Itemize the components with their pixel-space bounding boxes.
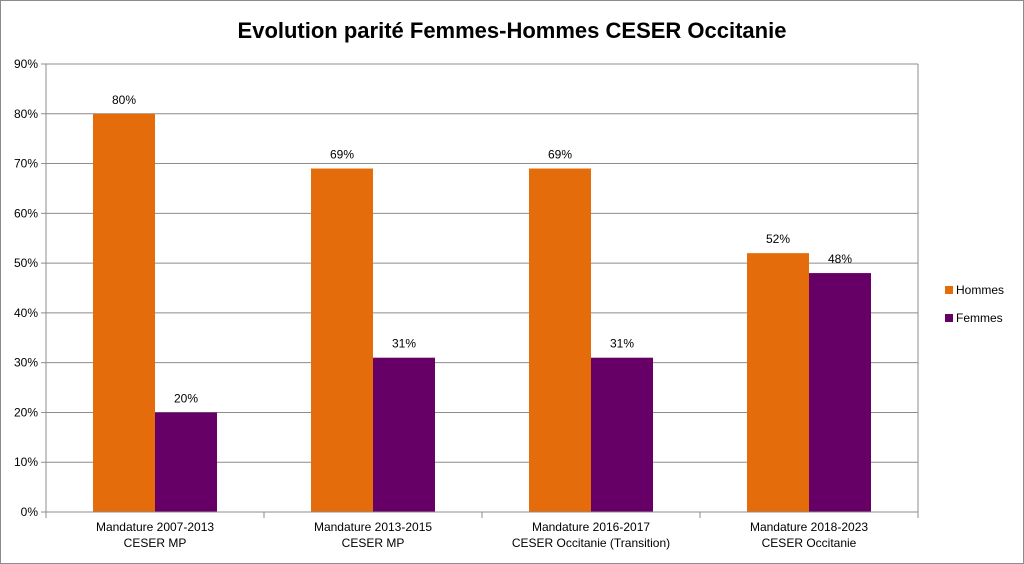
x-category-label: CESER Occitanie (Transition) xyxy=(512,536,670,550)
data-label-hommes-2: 69% xyxy=(330,148,354,162)
legend-swatch-femmes xyxy=(945,314,953,322)
x-category-label: CESER MP xyxy=(342,536,405,550)
bar-hommes-3 xyxy=(529,168,591,513)
data-label-femmes-1: 20% xyxy=(174,391,198,405)
legend-item-femmes: Femmes xyxy=(945,311,1004,325)
bar-femmes-3 xyxy=(591,357,653,512)
bar-hommes-2 xyxy=(311,168,373,513)
legend-item-hommes: Hommes xyxy=(945,283,1004,297)
y-tick-label: 70% xyxy=(14,157,38,171)
y-tick-label: 30% xyxy=(14,356,38,370)
legend: Hommes Femmes xyxy=(945,283,1004,339)
bar-femmes-4 xyxy=(809,273,871,512)
y-tick-label: 60% xyxy=(14,206,38,220)
legend-swatch-hommes xyxy=(945,286,953,294)
chart-title: Evolution parité Femmes-Hommes CESER Occ… xyxy=(237,18,787,43)
y-tick-label: 0% xyxy=(21,505,39,519)
data-label-femmes-2: 31% xyxy=(392,337,416,351)
data-label-femmes-3: 31% xyxy=(610,337,634,351)
x-category-label: Mandature 2016-2017 xyxy=(532,520,650,534)
data-label-hommes-4: 52% xyxy=(766,232,790,246)
legend-label-femmes: Femmes xyxy=(956,311,1003,325)
bar-femmes-1 xyxy=(155,412,217,512)
y-tick-label: 90% xyxy=(14,57,38,71)
x-category-label: Mandature 2013-2015 xyxy=(314,520,432,534)
legend-label-hommes: Hommes xyxy=(956,283,1005,297)
x-axis-labels: Mandature 2007-2013 CESER MP Mandature 201… xyxy=(46,511,918,550)
data-labels: 80% 20% 69% 31% 69% 31% 52% 48% xyxy=(112,93,852,406)
bar-hommes-4 xyxy=(747,253,809,512)
bars xyxy=(93,113,871,513)
bar-hommes-1 xyxy=(93,113,155,513)
x-category-label: Mandature 2007-2013 xyxy=(96,520,214,534)
y-tick-label: 10% xyxy=(14,455,38,469)
bar-femmes-2 xyxy=(373,357,435,512)
y-tick-label: 20% xyxy=(14,405,38,419)
data-label-femmes-4: 48% xyxy=(828,252,852,266)
y-tick-label: 50% xyxy=(14,256,38,270)
data-label-hommes-1: 80% xyxy=(112,93,136,107)
x-category-label: CESER MP xyxy=(124,536,187,550)
x-category-label: Mandature 2018-2023 xyxy=(750,520,868,534)
y-tick-label: 80% xyxy=(14,107,38,121)
data-label-hommes-3: 69% xyxy=(548,148,572,162)
y-axis-ticks: 0% 10% 20% 30% 40% 50% 60% 70% 80% 90% xyxy=(14,57,38,519)
y-tick-label: 40% xyxy=(14,306,38,320)
x-category-label: CESER Occitanie xyxy=(762,536,857,550)
